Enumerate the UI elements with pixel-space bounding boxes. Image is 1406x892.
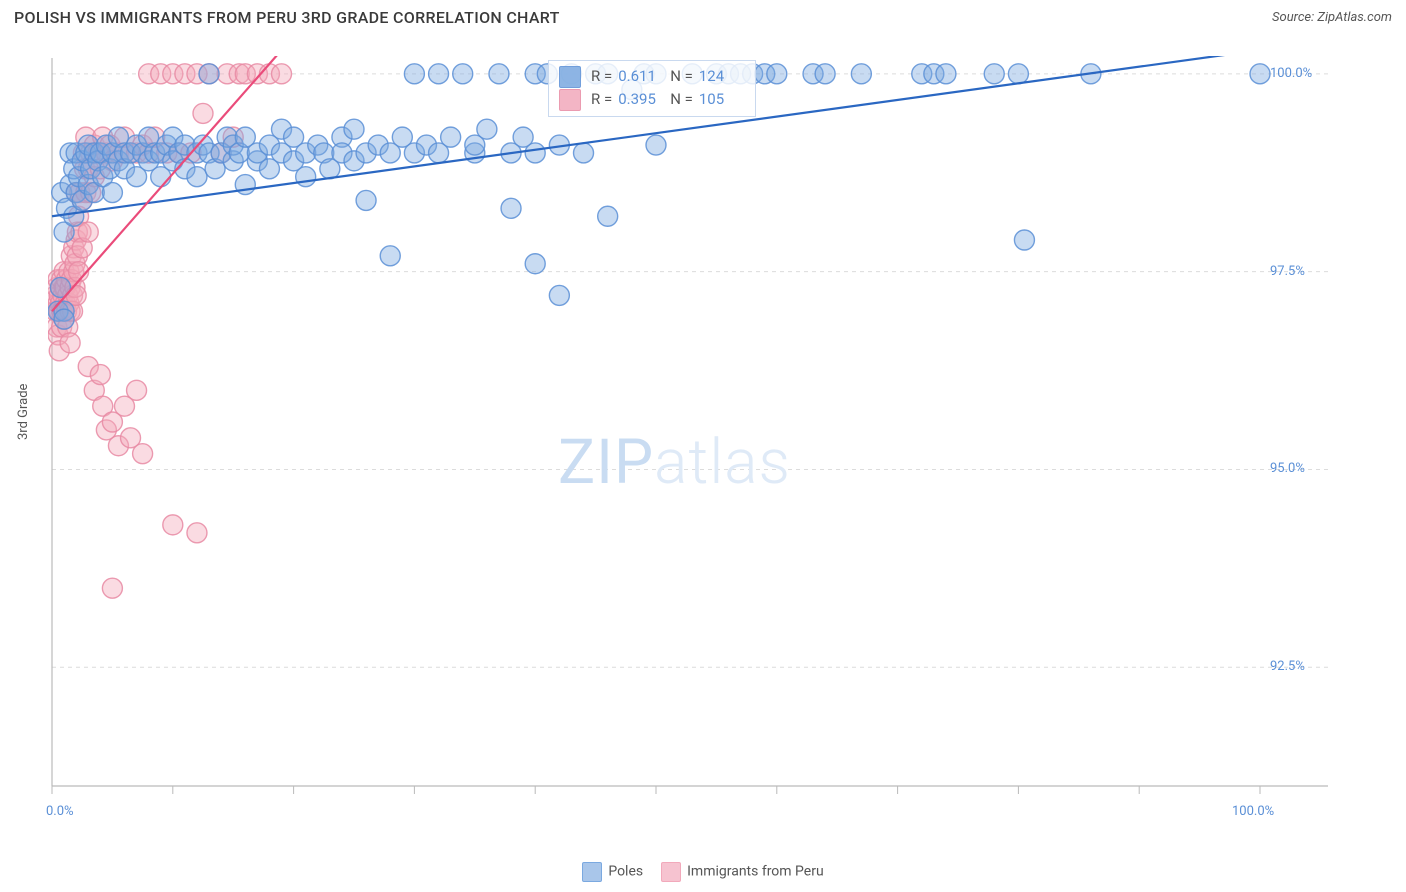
y-tick-label: 95.0% [1270, 461, 1305, 476]
series-legend: Poles Immigrants from Peru [0, 862, 1406, 882]
legend-swatch [661, 862, 681, 882]
plot-area: ZIPatlas R = 0.611 N = 124 R = 0.395 N =… [48, 56, 1328, 806]
legend-swatch [559, 66, 581, 88]
chart-title: POLISH VS IMMIGRANTS FROM PERU 3RD GRADE… [14, 8, 560, 27]
x-tick-label: 100.0% [1232, 804, 1274, 819]
source-label: Source: ZipAtlas.com [1272, 10, 1392, 25]
r-label: R = [591, 88, 612, 111]
r-value: 0.395 [618, 88, 664, 111]
n-value: 124 [699, 65, 745, 88]
n-value: 105 [699, 88, 745, 111]
r-label: R = [591, 65, 612, 88]
legend-label: Poles [608, 864, 643, 880]
scatter-svg [48, 56, 1328, 806]
correlation-legend: R = 0.611 N = 124 R = 0.395 N = 105 [548, 60, 756, 117]
y-tick-label: 97.5% [1270, 264, 1305, 279]
y-tick-label: 100.0% [1270, 66, 1312, 81]
legend-item: Poles [582, 862, 643, 882]
legend-swatch [582, 862, 602, 882]
n-label: N = [670, 88, 693, 111]
n-label: N = [670, 65, 693, 88]
chart-header: POLISH VS IMMIGRANTS FROM PERU 3RD GRADE… [0, 0, 1406, 33]
correlation-row: R = 0.611 N = 124 [559, 65, 745, 88]
correlation-row: R = 0.395 N = 105 [559, 88, 745, 111]
legend-label: Immigrants from Peru [687, 864, 824, 880]
legend-swatch [559, 89, 581, 111]
x-tick-label: 0.0% [46, 804, 74, 819]
r-value: 0.611 [618, 65, 664, 88]
y-axis-label: 3rd Grade [16, 384, 31, 440]
legend-item: Immigrants from Peru [661, 862, 824, 882]
y-tick-label: 92.5% [1270, 659, 1305, 674]
